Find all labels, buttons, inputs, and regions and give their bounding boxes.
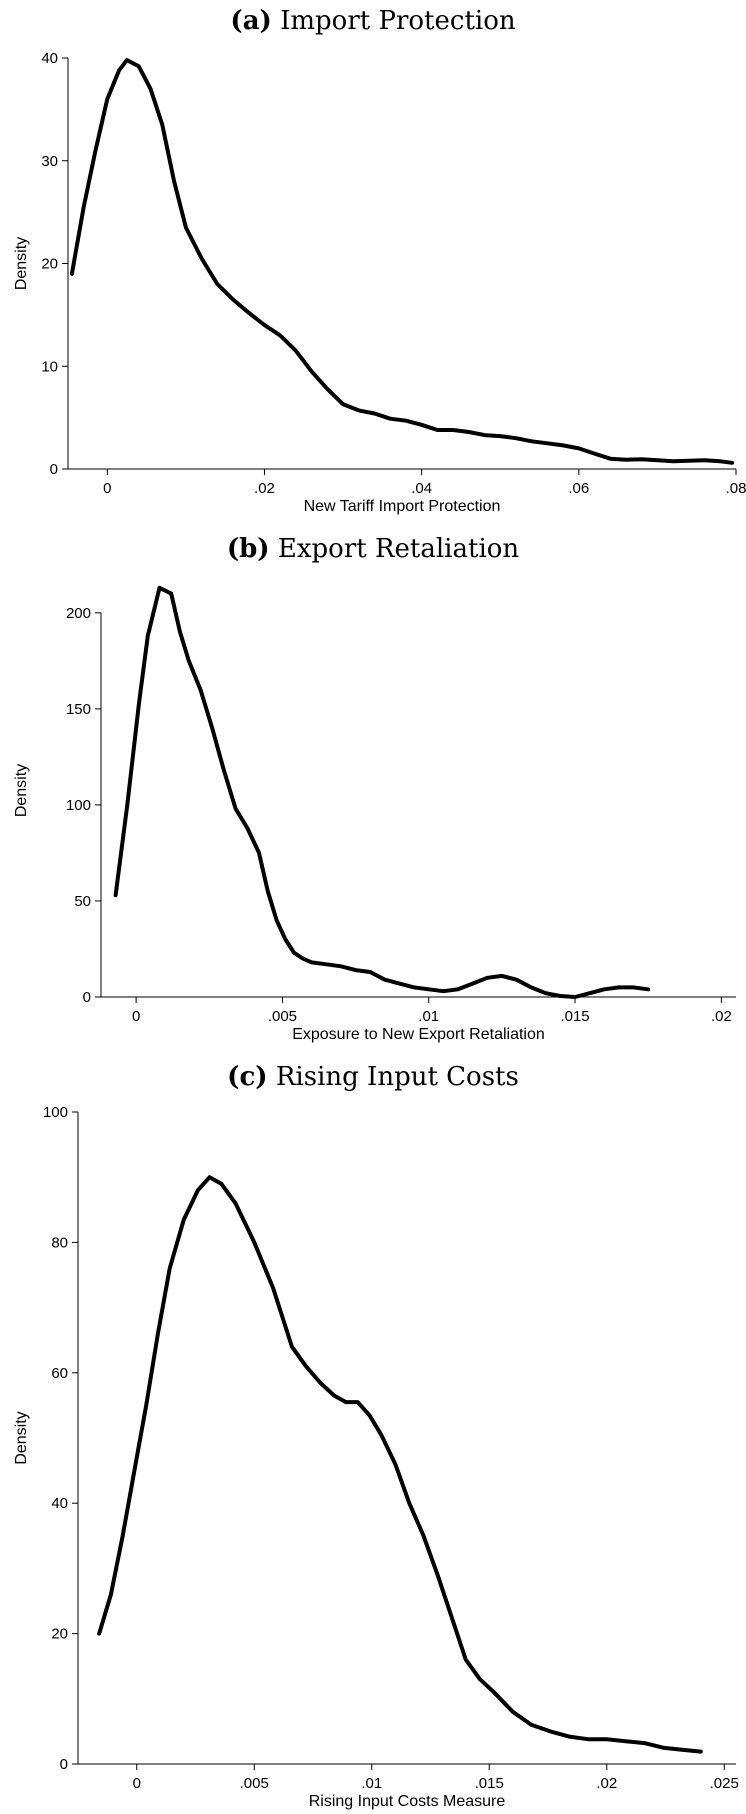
x-axis-label: Exposure to New Export Retaliation [292, 1026, 545, 1043]
y-tick-label: 100 [66, 797, 91, 814]
panel-import-protection: (a) Import Protection 0 10 20 30 40 0 .02 .04 .0… [0, 0, 746, 520]
x-tick-label: .02 [596, 1775, 617, 1792]
x-tick-label: .08 [726, 480, 746, 497]
y-tick-label: 60 [51, 1365, 68, 1382]
y-tick-label: 80 [51, 1234, 68, 1251]
y-tick-label: 150 [66, 701, 91, 718]
y-axis-label: Density [13, 764, 30, 817]
y-axis-label: Density [13, 237, 30, 290]
x-tick-label: .015 [475, 1775, 504, 1792]
x-tick-label: .01 [361, 1775, 382, 1792]
y-tick-label: 20 [41, 256, 58, 273]
panel-title-text: Import Protection [280, 6, 516, 36]
density-line [113, 585, 651, 999]
chart-rising-input-costs: 0 20 40 60 80 100 0 .005 .01 .015 .02 .025 Rising In… [13, 1104, 739, 1810]
density-line [97, 1175, 703, 1754]
y-tick-label: 100 [43, 1104, 68, 1121]
y-tick-label: 0 [83, 989, 91, 1006]
x-tick-label: 0 [132, 1008, 140, 1025]
chart-import-protection: 0 10 20 30 40 0 .02 .04 .06 .08 New Tariff Import … [13, 50, 746, 515]
panel-label: (c) [227, 1062, 268, 1092]
chart-title: (c) Rising Input Costs [0, 1060, 746, 1094]
x-axis-label: New Tariff Import Protection [304, 498, 501, 515]
y-axis-label: Density [13, 1411, 30, 1464]
y-tick-label: 30 [41, 153, 58, 170]
y-tick-label: 0 [60, 1756, 68, 1773]
panel-label: (b) [226, 534, 270, 564]
panel-label: (a) [230, 6, 272, 36]
panel-title-text: Rising Input Costs [275, 1062, 519, 1092]
y-tick-label: 200 [66, 605, 91, 622]
y-tick-label: 20 [51, 1626, 68, 1643]
density-line [69, 58, 735, 465]
chart-export-retaliation: 0 50 100 150 200 0 .005 .01 .015 .02 Exposure to N… [13, 585, 736, 1043]
x-axis-label: Rising Input Costs Measure [309, 1793, 506, 1810]
x-tick-label: .015 [560, 1008, 589, 1025]
y-tick-label: 40 [41, 50, 58, 67]
chart-title: (a) Import Protection [0, 4, 746, 38]
x-tick-label: .01 [418, 1008, 439, 1025]
panel-export-retaliation: (b) Export Retaliation 0 50 100 150 200 0 .005… [0, 528, 746, 1048]
y-tick-label: 40 [51, 1495, 68, 1512]
x-tick-label: 0 [133, 1775, 141, 1792]
panel-rising-input-costs: (c) Rising Input Costs 0 20 40 60 80 100 0 .005… [0, 1056, 746, 1814]
y-tick-label: 10 [41, 358, 58, 375]
chart-title: (b) Export Retaliation [0, 532, 746, 566]
x-tick-label: .025 [710, 1775, 739, 1792]
x-tick-label: .04 [411, 480, 432, 497]
y-tick-label: 0 [50, 461, 58, 478]
x-tick-label: .02 [711, 1008, 732, 1025]
y-tick-label: 50 [74, 893, 91, 910]
x-tick-label: .005 [240, 1775, 269, 1792]
x-tick-label: .02 [254, 480, 275, 497]
x-tick-label: .005 [268, 1008, 297, 1025]
x-tick-label: .06 [568, 480, 589, 497]
panel-title-text: Export Retaliation [277, 534, 520, 564]
x-tick-label: 0 [103, 480, 111, 497]
